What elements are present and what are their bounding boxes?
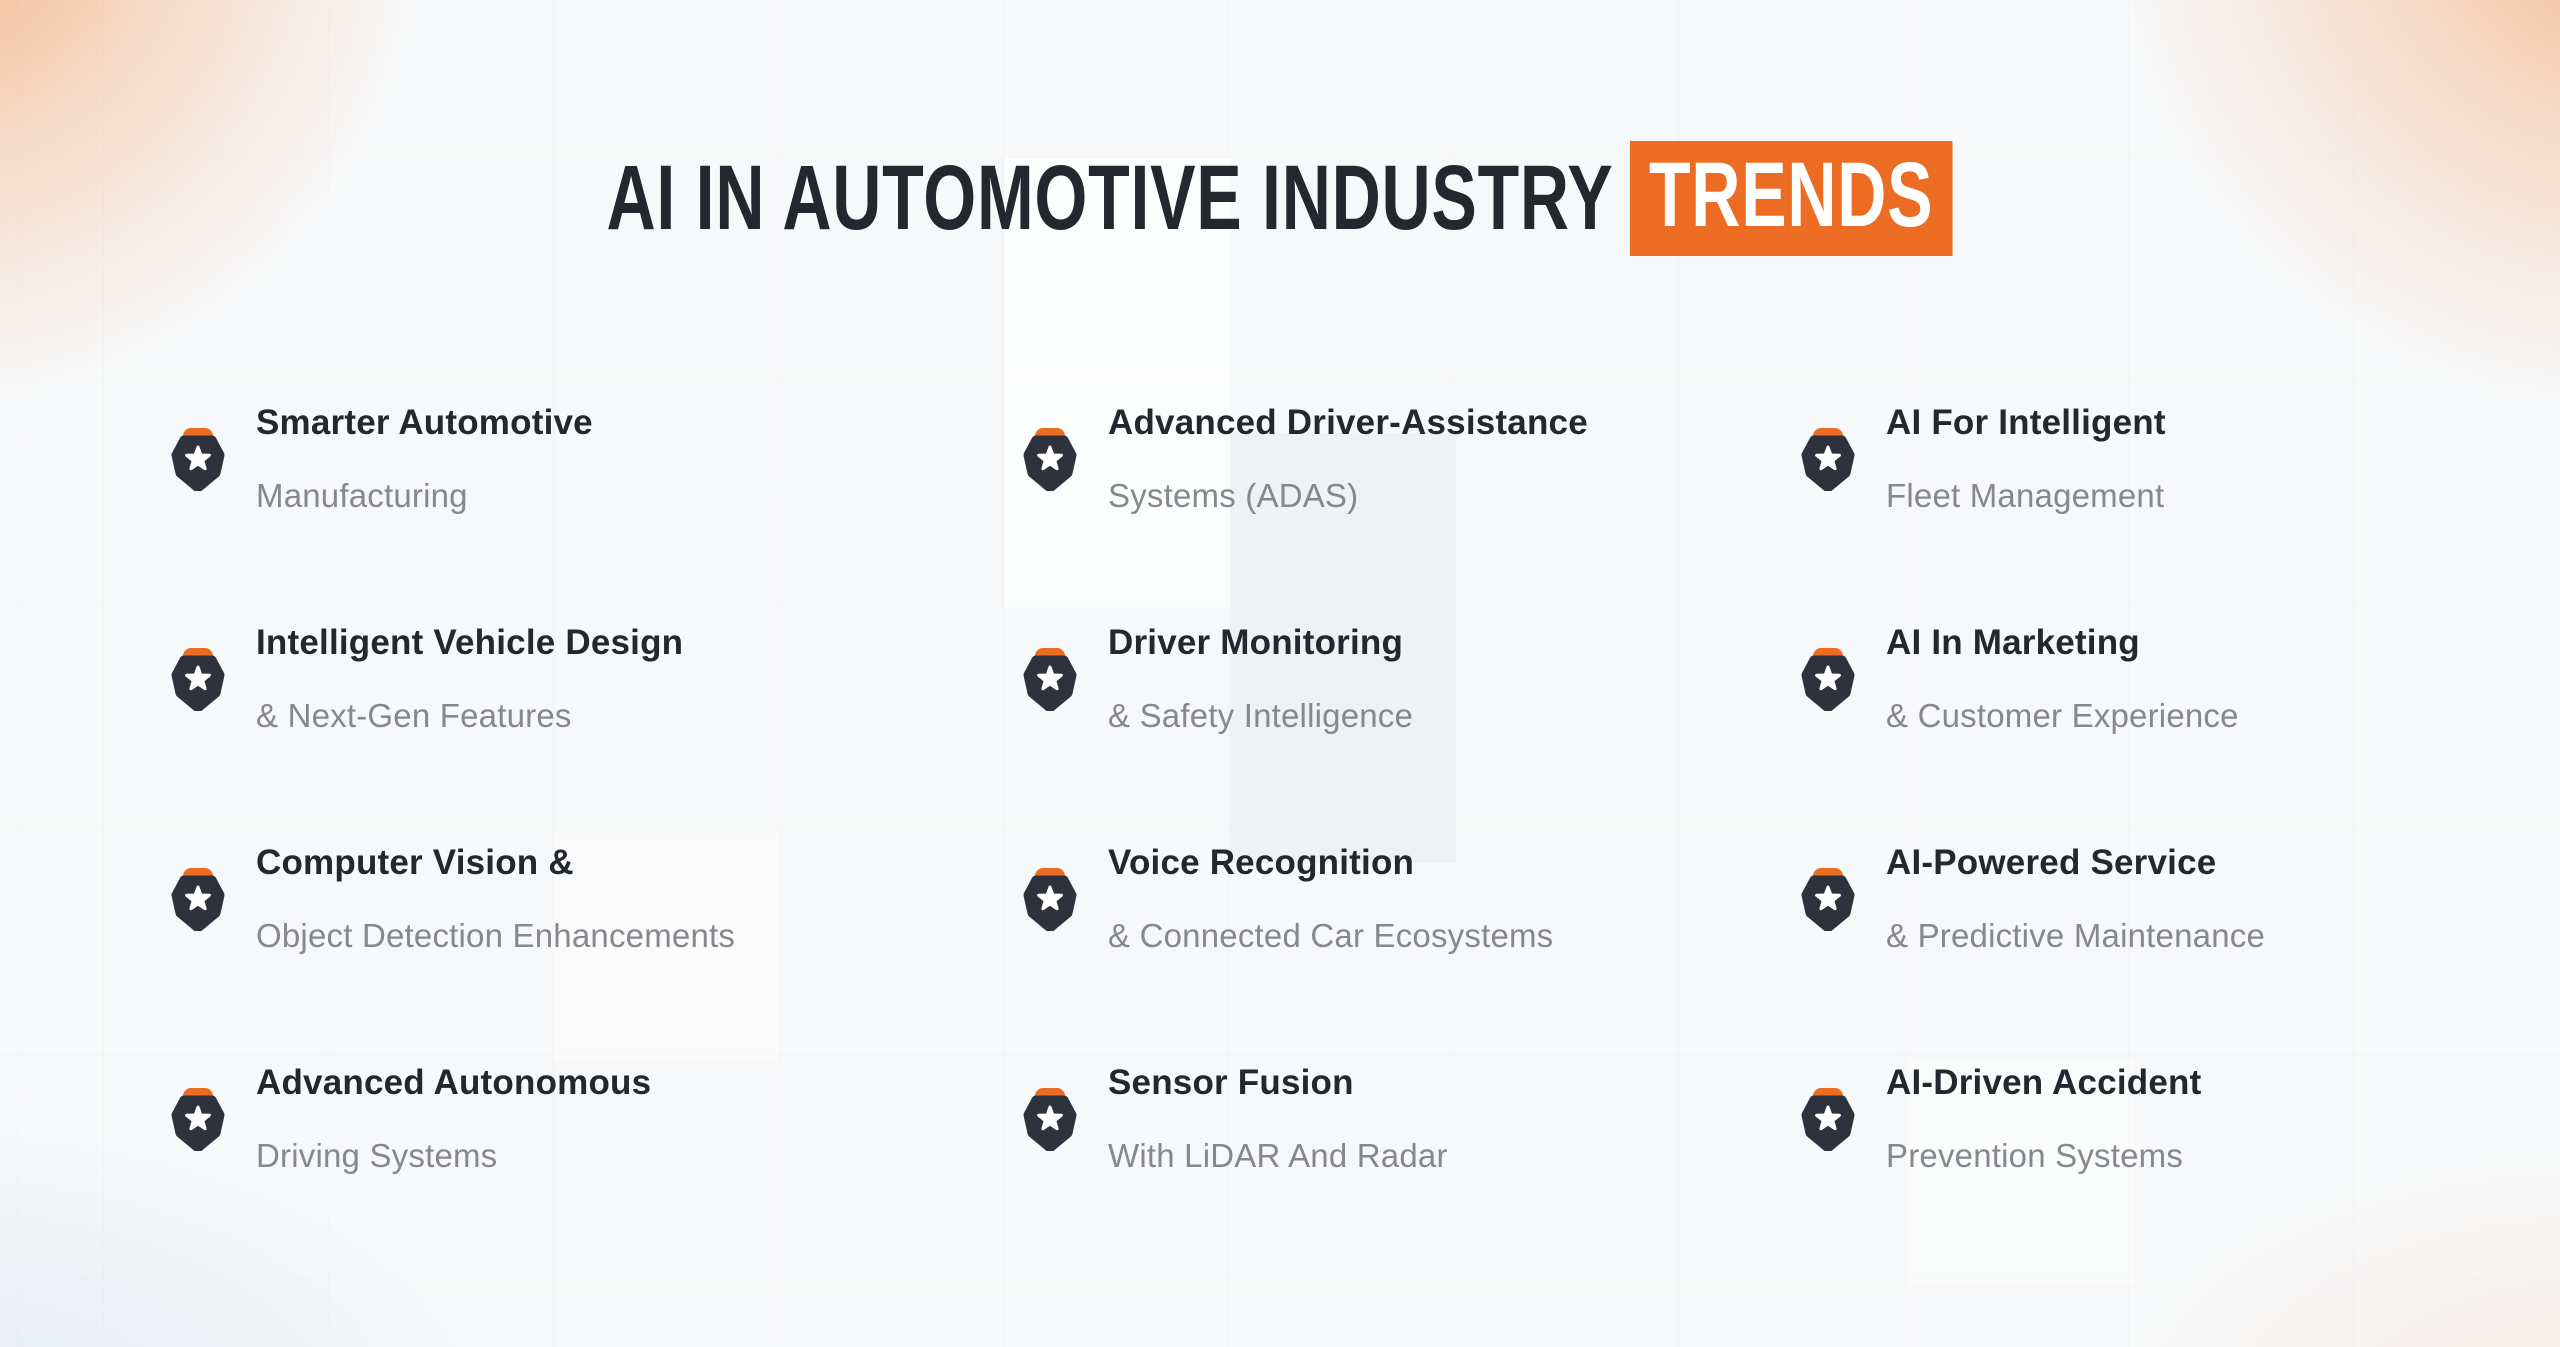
bg-tile [553,833,779,1059]
trend-item: Advanced Autonomous Driving Systems [170,1064,1022,1174]
trend-title: AI In Marketing [1886,623,2140,662]
trend-item: Intelligent Vehicle Design & Next-Gen Fe… [170,624,1022,734]
page-title-plain: AI IN AUTOMOTIVE INDUSTRY [606,146,1614,249]
badge-star-icon [1023,1088,1077,1151]
badge-star-icon [171,648,225,711]
trend-text: Smarter Automotive Manufacturing [256,404,593,514]
trend-title: Voice Recognition [1108,843,1415,882]
trend-title: AI For Intelligent [1886,403,2166,442]
bg-tile [1908,1058,2134,1284]
trend-item: AI For Intelligent Fleet Management [1800,404,2500,514]
trend-text: Advanced Driver-Assistance Systems (ADAS… [1108,404,1588,514]
trend-text: Advanced Autonomous Driving Systems [256,1064,651,1174]
trend-subtitle: Manufacturing [256,477,468,514]
trend-text: AI For Intelligent Fleet Management [1886,404,2166,514]
trend-item: AI-Driven Accident Prevention Systems [1800,1064,2500,1174]
trend-title: Computer Vision & [256,843,574,882]
badge-star-icon [1023,428,1077,491]
bg-tile [1004,158,1230,608]
trend-subtitle: & Next-Gen Features [256,697,572,734]
trend-subtitle: & Customer Experience [1886,697,2239,734]
trend-title: AI-Driven Accident [1886,1063,2202,1102]
trend-item: Voice Recognition & Connected Car Ecosys… [1022,844,1800,954]
badge-star-icon [171,1088,225,1151]
trend-text: Computer Vision & Object Detection Enhan… [256,844,735,954]
badge-star-icon [1801,868,1855,931]
trend-subtitle: Prevention Systems [1886,1137,2184,1174]
trend-item: Advanced Driver-Assistance Systems (ADAS… [1022,404,1800,514]
trend-text: Sensor Fusion With LiDAR And Radar [1108,1064,1448,1174]
bg-tile [1230,433,1456,863]
trend-item: Sensor Fusion With LiDAR And Radar [1022,1064,1800,1174]
trend-subtitle: Fleet Management [1886,477,2165,514]
badge-star-icon [1023,868,1077,931]
trend-text: AI In Marketing & Customer Experience [1886,624,2239,734]
trend-title: Driver Monitoring [1108,623,1404,662]
trend-text: Intelligent Vehicle Design & Next-Gen Fe… [256,624,683,734]
page-title: AI IN AUTOMOTIVE INDUSTRY TRENDS [606,140,1954,256]
trend-title: Sensor Fusion [1108,1063,1354,1102]
trend-item: AI-Powered Service & Predictive Maintena… [1800,844,2500,954]
trend-text: Voice Recognition & Connected Car Ecosys… [1108,844,1553,954]
page-title-highlight: TRENDS [1630,140,1954,256]
trend-subtitle: & Safety Intelligence [1108,697,1414,734]
trend-subtitle: With LiDAR And Radar [1108,1137,1448,1174]
trend-subtitle: & Predictive Maintenance [1886,917,2265,954]
trends-grid: Smarter Automotive Manufacturing Advance… [0,404,2500,1174]
trend-item: Computer Vision & Object Detection Enhan… [170,844,1022,954]
badge-star-icon [1023,648,1077,711]
trend-item: Smarter Automotive Manufacturing [170,404,1022,514]
trend-text: Driver Monitoring & Safety Intelligence [1108,624,1413,734]
trend-text: AI-Driven Accident Prevention Systems [1886,1064,2201,1174]
badge-star-icon [171,868,225,931]
trend-item: AI In Marketing & Customer Experience [1800,624,2500,734]
trend-title: Intelligent Vehicle Design [256,623,684,662]
badge-star-icon [1801,648,1855,711]
trend-item: Driver Monitoring & Safety Intelligence [1022,624,1800,734]
badge-star-icon [1801,428,1855,491]
trend-text: AI-Powered Service & Predictive Maintena… [1886,844,2265,954]
trend-subtitle: Systems (ADAS) [1108,477,1359,514]
trend-subtitle: Object Detection Enhancements [256,917,736,954]
badge-star-icon [1801,1088,1855,1151]
trend-title: Smarter Automotive [256,403,593,442]
trend-subtitle: & Connected Car Ecosystems [1108,917,1554,954]
badge-star-icon [171,428,225,491]
trend-title: Advanced Autonomous [256,1063,652,1102]
header: AI IN AUTOMOTIVE INDUSTRY TRENDS [0,140,2560,256]
trend-title: Advanced Driver-Assistance [1108,403,1588,442]
trend-subtitle: Driving Systems [256,1137,498,1174]
trend-title: AI-Powered Service [1886,843,2217,882]
